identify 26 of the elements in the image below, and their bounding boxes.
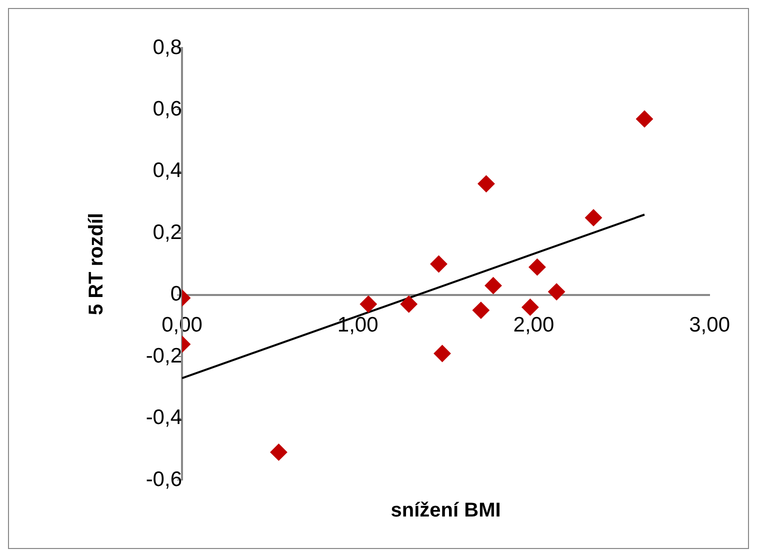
y-tick-label: -0,2 [146, 344, 182, 368]
y-tick-label: 0,4 [152, 159, 182, 182]
point [478, 175, 495, 192]
point [434, 344, 451, 362]
x-tick-label: 2,00 [513, 313, 554, 336]
x-axis-title: snížení BMI [390, 500, 501, 522]
y-tick-label: 0,2 [152, 220, 182, 244]
point [400, 296, 418, 313]
y-axis-title: 5 RT rozdíl [86, 212, 108, 316]
point [360, 296, 377, 313]
point [636, 110, 653, 128]
point [528, 258, 546, 276]
point [472, 302, 490, 319]
y-tick-label: 0,8 [152, 36, 182, 59]
x-tick-label: 3,00 [689, 313, 730, 336]
point [270, 444, 288, 461]
point [522, 298, 539, 316]
point [548, 283, 566, 300]
point [430, 256, 448, 272]
y-tick-label: -0,4 [146, 406, 182, 430]
point [484, 277, 502, 294]
y-tick-label: 0 [170, 282, 182, 306]
y-tick-label: 0,6 [152, 98, 182, 121]
point [585, 209, 602, 226]
x-tick-label: 1,00 [337, 313, 378, 336]
y-tick-label: -0,6 [146, 468, 182, 491]
